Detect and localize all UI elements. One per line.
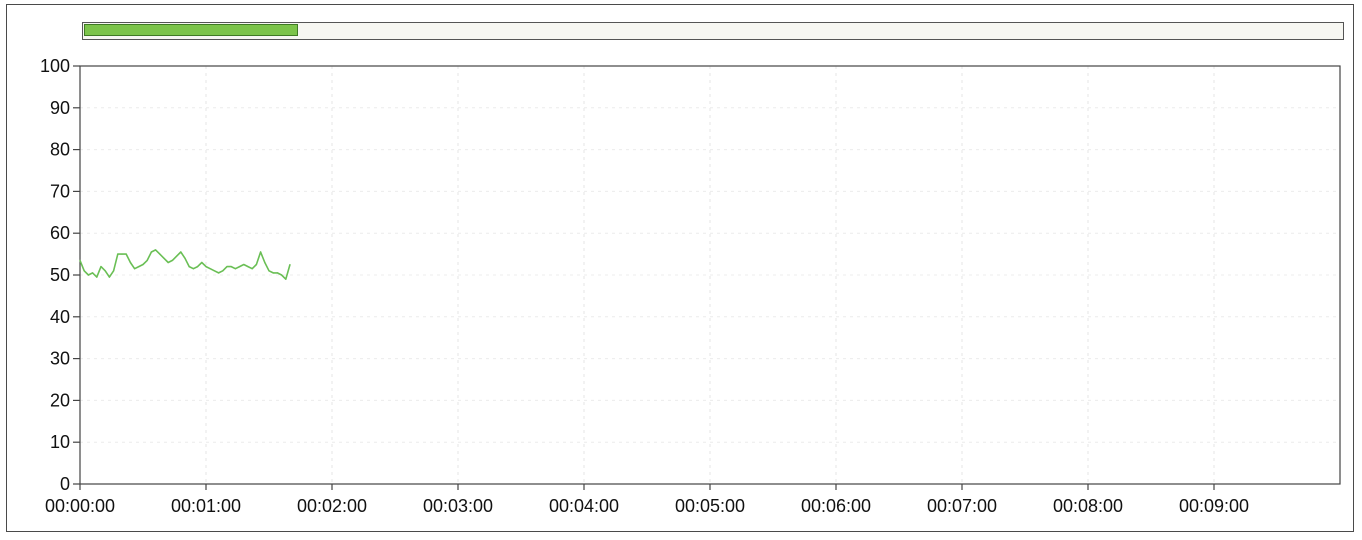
y-tick-label: 10 xyxy=(50,432,70,452)
progress-bar-fill xyxy=(84,24,298,36)
series-layer xyxy=(79,249,291,281)
data-point xyxy=(239,266,241,268)
data-point xyxy=(209,268,211,270)
data-point xyxy=(108,276,110,278)
y-tick-label: 90 xyxy=(50,98,70,118)
data-point xyxy=(180,251,182,253)
data-point xyxy=(146,259,148,261)
data-point xyxy=(226,266,228,268)
data-point xyxy=(276,272,278,274)
y-tick-label: 60 xyxy=(50,223,70,243)
progress-bar xyxy=(82,22,1344,40)
data-point xyxy=(243,263,245,266)
data-point xyxy=(218,272,220,274)
x-tick-label: 00:00:00 xyxy=(45,496,115,516)
x-tick-label: 00:01:00 xyxy=(171,496,241,516)
x-tick-label: 00:09:00 xyxy=(1179,496,1249,516)
data-point xyxy=(87,274,89,276)
y-tick-label: 30 xyxy=(50,349,70,369)
data-point xyxy=(260,251,262,253)
data-point xyxy=(188,266,190,268)
x-tick-label: 00:04:00 xyxy=(549,496,619,516)
data-point xyxy=(184,257,186,259)
data-point xyxy=(213,270,215,272)
data-point xyxy=(205,266,207,268)
y-tick-label: 50 xyxy=(50,265,70,285)
data-point xyxy=(234,268,236,270)
y-tick-label: 40 xyxy=(50,307,70,327)
data-point xyxy=(192,268,194,270)
y-axis: 0 10 20 30 40 50 60 70 80 90 100 xyxy=(40,56,80,494)
data-point xyxy=(138,266,140,268)
x-tick-label: 00:08:00 xyxy=(1053,496,1123,516)
data-point xyxy=(272,272,274,274)
data-point xyxy=(281,274,283,276)
chart-frame xyxy=(6,4,1354,532)
data-point xyxy=(142,263,144,266)
data-point xyxy=(230,266,232,268)
data-point xyxy=(83,270,85,272)
data-point xyxy=(96,276,98,278)
data-point xyxy=(197,266,199,268)
data-point xyxy=(159,253,161,255)
data-point xyxy=(92,272,94,274)
data-point xyxy=(113,270,115,272)
data-point xyxy=(251,268,253,270)
data-point xyxy=(150,251,152,253)
data-point xyxy=(79,259,81,261)
x-tick-label: 00:05:00 xyxy=(675,496,745,516)
x-tick-label: 00:06:00 xyxy=(801,496,871,516)
data-point xyxy=(176,255,178,257)
data-point xyxy=(117,253,119,255)
y-tick-label: 80 xyxy=(50,140,70,160)
chart-grid xyxy=(80,66,1340,484)
x-tick-label: 00:03:00 xyxy=(423,496,493,516)
data-point xyxy=(104,270,106,272)
x-tick-label: 00:02:00 xyxy=(297,496,367,516)
data-point xyxy=(255,263,257,266)
data-point xyxy=(285,278,287,280)
data-point xyxy=(222,270,224,272)
data-point xyxy=(121,253,123,255)
data-point xyxy=(289,263,291,266)
data-point xyxy=(201,261,203,264)
y-tick-label: 100 xyxy=(40,56,70,76)
data-point xyxy=(125,253,127,255)
data-point xyxy=(247,266,249,268)
data-point xyxy=(171,259,173,261)
data-point xyxy=(264,261,266,264)
data-point xyxy=(155,249,157,251)
y-tick-label: 70 xyxy=(50,181,70,201)
data-point xyxy=(100,266,102,268)
y-tick-label: 0 xyxy=(60,474,70,494)
data-point xyxy=(134,268,136,270)
y-tick-label: 20 xyxy=(50,390,70,410)
data-point xyxy=(129,261,131,264)
data-point xyxy=(163,257,165,259)
x-axis: 00:00:00 00:01:00 00:02:00 00:03:00 00:04:00… xyxy=(45,484,1249,516)
x-tick-label: 00:07:00 xyxy=(927,496,997,516)
data-point xyxy=(268,270,270,272)
data-point xyxy=(167,261,169,264)
